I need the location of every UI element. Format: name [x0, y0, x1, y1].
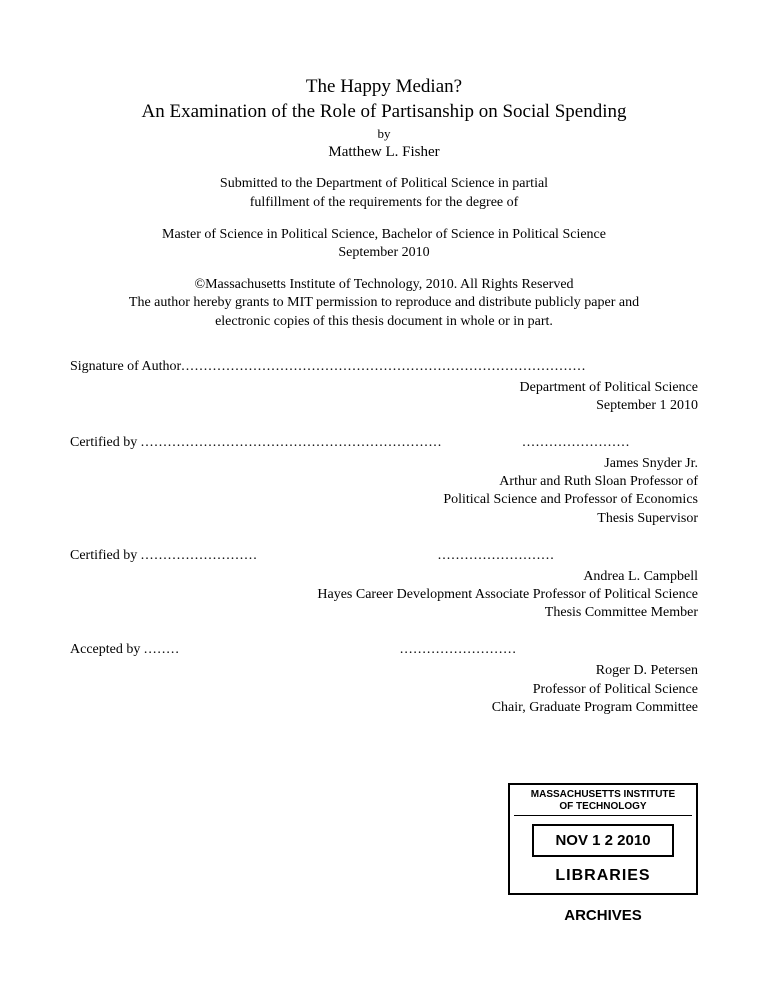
library-stamp: MASSACHUSETTS INSTITUTE OF TECHNOLOGY NO…: [508, 783, 698, 895]
certified1-right: James Snyder Jr. Arthur and Ruth Sloan P…: [70, 455, 698, 528]
submission-line-2: fulfillment of the requirements for the …: [70, 194, 698, 212]
submission-block: Submitted to the Department of Political…: [70, 175, 698, 211]
signature-author-label: Signature of Author: [70, 359, 181, 374]
accepted-title1: Professor of Political Science: [70, 681, 698, 699]
copyright-line-1: ©Massachusetts Institute of Technology, …: [70, 276, 698, 294]
copyright-line-3: electronic copies of this thesis documen…: [70, 313, 698, 331]
title-line-2: An Examination of the Role of Partisansh…: [70, 100, 698, 125]
stamp-header-1: MASSACHUSETTS INSTITUTE: [514, 789, 692, 801]
dotted-line: ........................................…: [181, 359, 586, 374]
stamp-libraries: LIBRARIES: [514, 865, 692, 889]
certified2-role: Thesis Committee Member: [70, 604, 698, 622]
certified2-right: Andrea L. Campbell Hayes Career Developm…: [70, 568, 698, 623]
stamp-area: MASSACHUSETTS INSTITUTE OF TECHNOLOGY NO…: [508, 783, 698, 924]
degree-line-2: September 2010: [70, 244, 698, 262]
stamp-header: MASSACHUSETTS INSTITUTE OF TECHNOLOGY: [514, 789, 692, 816]
signature-author-section: Signature of Author.....................…: [70, 359, 698, 415]
certified2-title1: Hayes Career Development Associate Profe…: [70, 586, 698, 604]
title-block: The Happy Median? An Examination of the …: [70, 75, 698, 161]
dotted-line: ..........................: [438, 548, 555, 563]
dotted-line: ..........................: [141, 548, 258, 563]
copyright-block: ©Massachusetts Institute of Technology, …: [70, 276, 698, 331]
certified2-section: Certified by ...........................…: [70, 548, 698, 623]
accepted-name: Roger D. Petersen: [70, 662, 698, 680]
accepted-role: Chair, Graduate Program Committee: [70, 699, 698, 717]
dotted-line: ..........................: [400, 642, 517, 657]
signature-author-dept: Department of Political Science: [70, 379, 698, 397]
archives-label: ARCHIVES: [508, 907, 698, 924]
accepted-section: Accepted by ............................…: [70, 642, 698, 717]
title-line-1: The Happy Median?: [70, 75, 698, 100]
certified2-name: Andrea L. Campbell: [70, 568, 698, 586]
certified1-title1: Arthur and Ruth Sloan Professor of: [70, 473, 698, 491]
dotted-line: ........................: [522, 435, 630, 450]
stamp-header-2: OF TECHNOLOGY: [514, 801, 692, 813]
certified2-label: Certified by: [70, 548, 137, 563]
accepted-label: Accepted by: [70, 642, 140, 657]
dotted-line: ........: [144, 642, 180, 657]
submission-line-1: Submitted to the Department of Political…: [70, 175, 698, 193]
author-name: Matthew L. Fisher: [70, 144, 698, 161]
certified1-label: Certified by: [70, 435, 137, 450]
copyright-line-2: The author hereby grants to MIT permissi…: [70, 294, 698, 312]
degree-line-1: Master of Science in Political Science, …: [70, 226, 698, 244]
signature-author-right: Department of Political Science Septembe…: [70, 379, 698, 415]
by-label: by: [70, 126, 698, 142]
certified1-name: James Snyder Jr.: [70, 455, 698, 473]
accepted-right: Roger D. Petersen Professor of Political…: [70, 662, 698, 717]
certified1-role: Thesis Supervisor: [70, 510, 698, 528]
certified1-title2: Political Science and Professor of Econo…: [70, 491, 698, 509]
certified1-section: Certified by ...........................…: [70, 435, 698, 528]
degree-block: Master of Science in Political Science, …: [70, 226, 698, 262]
dotted-line: ........................................…: [141, 435, 443, 450]
signature-author-date: September 1 2010: [70, 397, 698, 415]
stamp-date: NOV 1 2 2010: [532, 824, 674, 857]
